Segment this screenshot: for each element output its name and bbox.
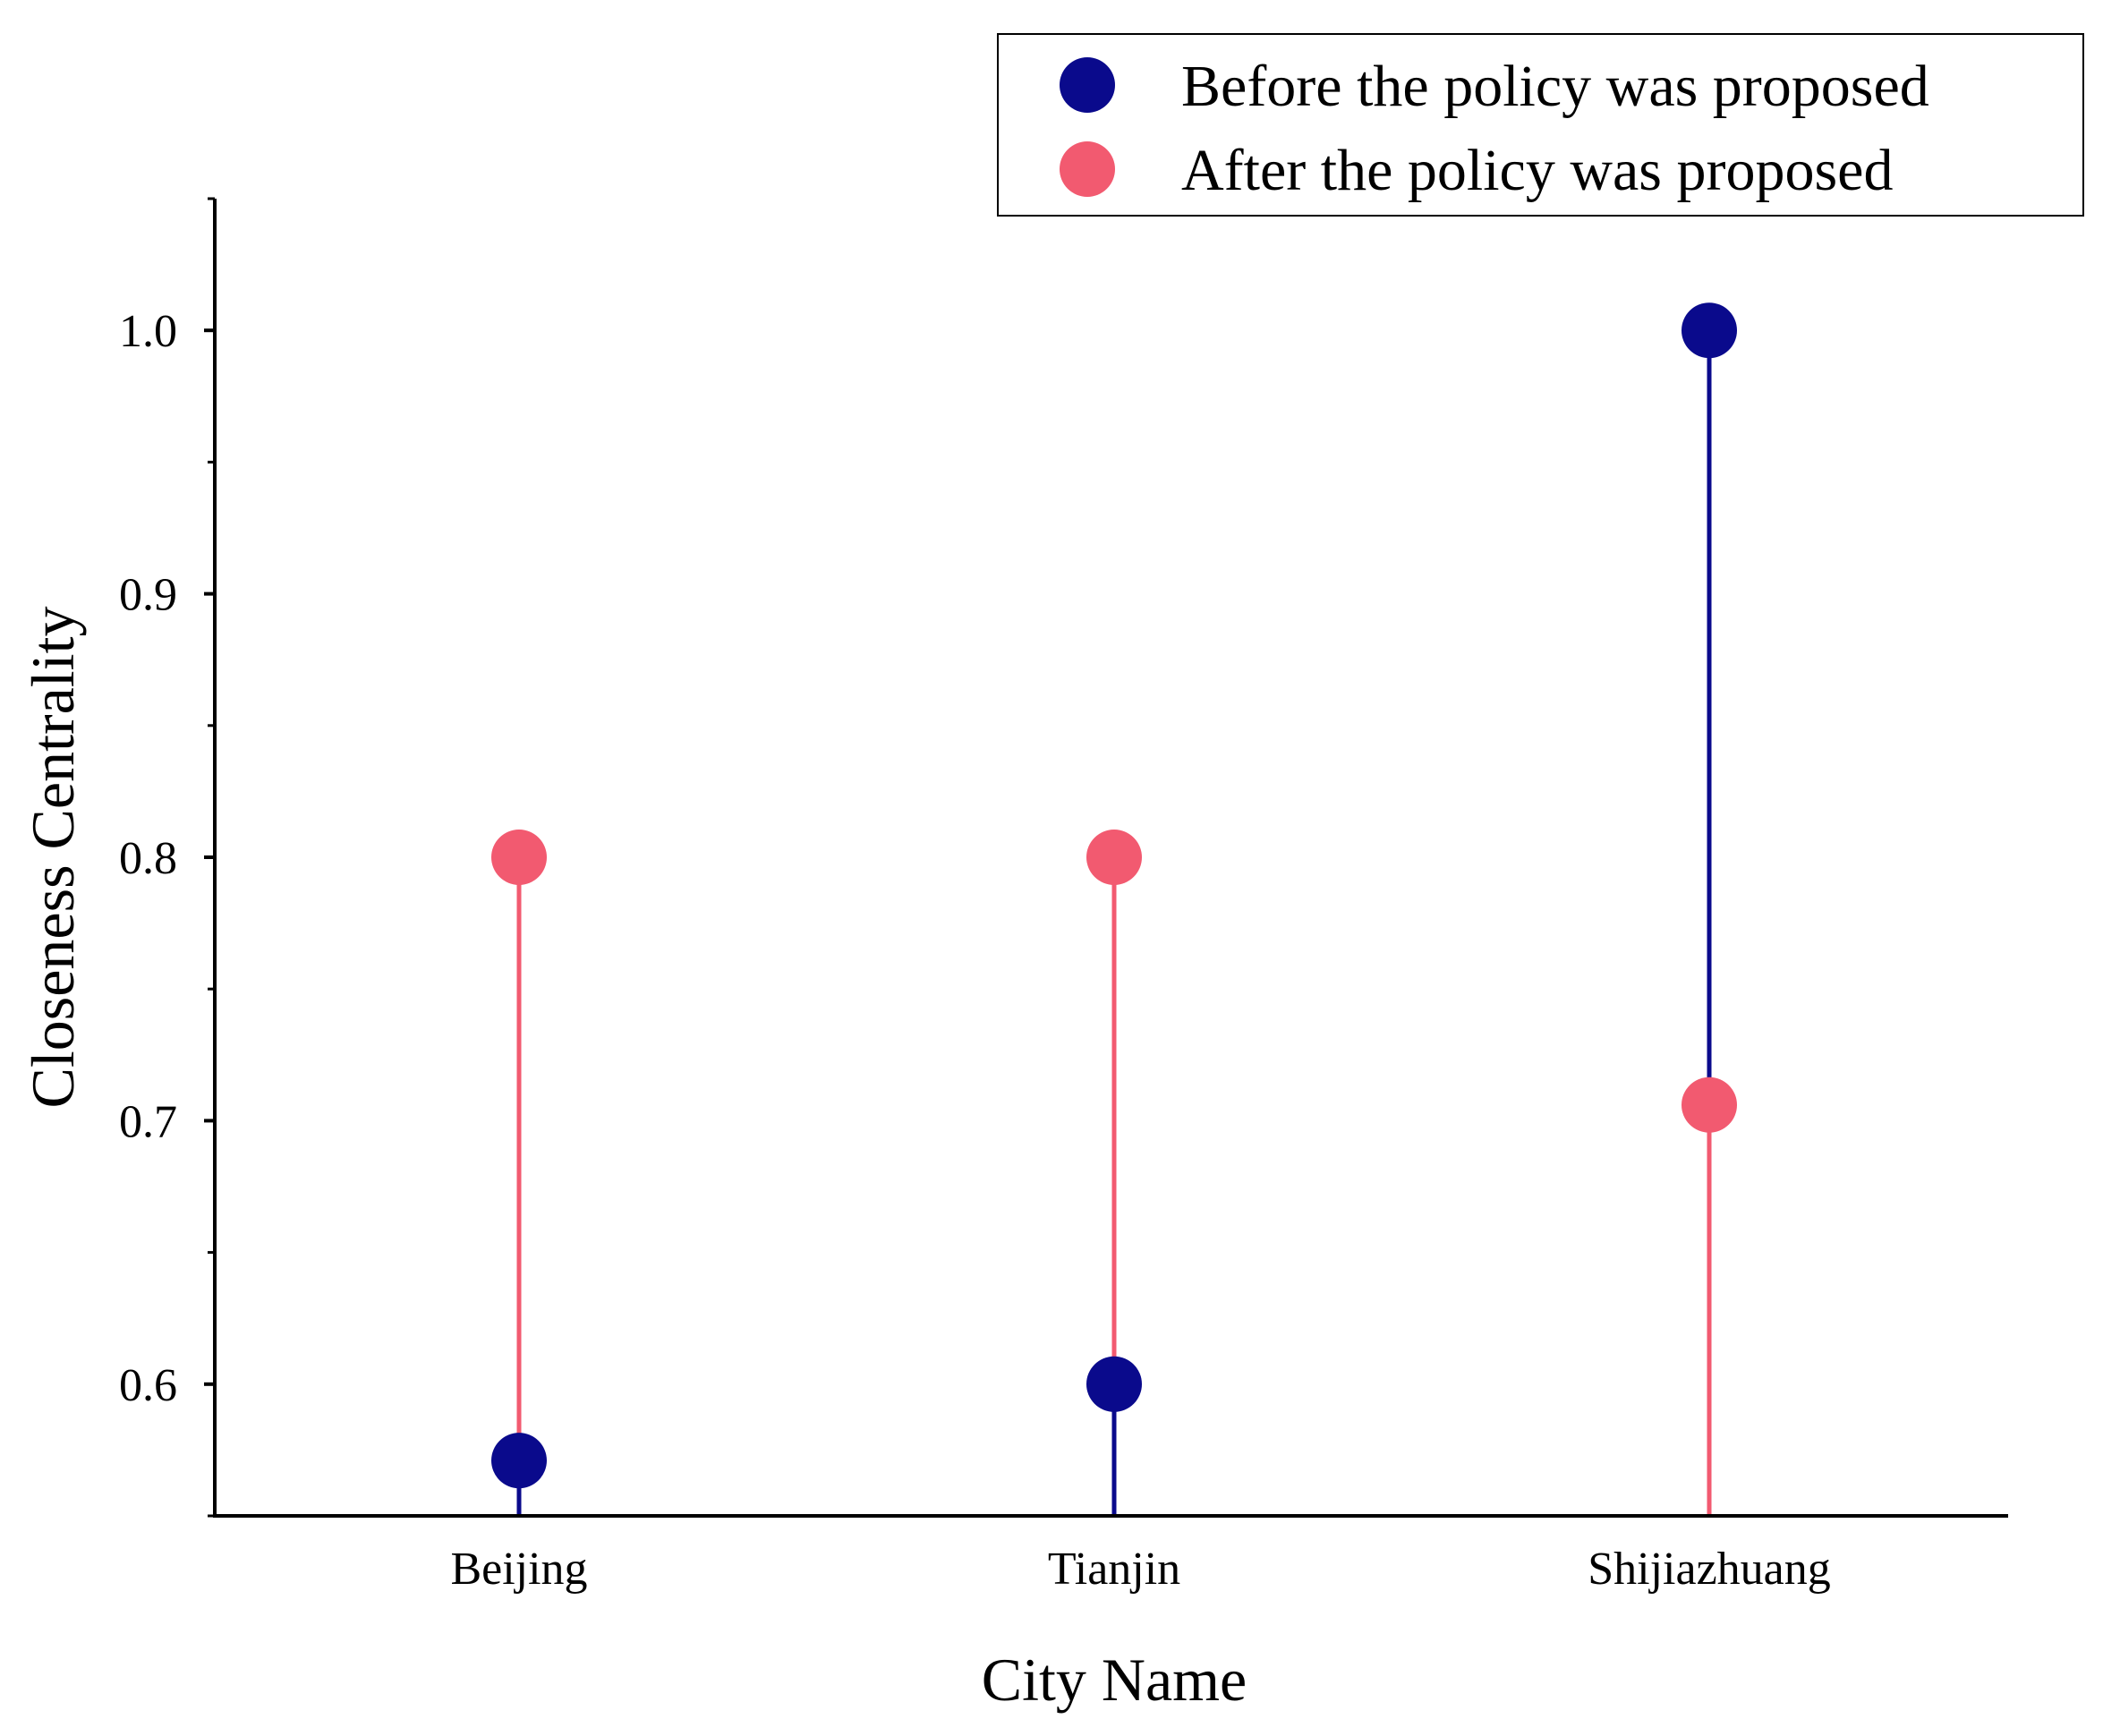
x-axis-title: City Name [982, 1646, 1247, 1714]
legend-marker [1060, 141, 1115, 197]
x-tick-label: Shijiazhuang [1588, 1544, 1831, 1595]
y-tick-label: 0.7 [119, 1096, 177, 1147]
legend-label: Before the policy was proposed [1181, 54, 1929, 119]
x-tick-labels: Beijing Tianjin Shijiazhuang [450, 1544, 1830, 1595]
points-layer [491, 302, 1737, 1489]
y-tick-label: 0.6 [119, 1360, 177, 1411]
data-point [1682, 1076, 1737, 1133]
data-point [1086, 1356, 1142, 1412]
stems-layer [516, 330, 1712, 1516]
legend-label: After the policy was proposed [1181, 138, 1893, 203]
legend-marker [1060, 57, 1115, 113]
data-point [491, 830, 547, 885]
x-tick-label: Beijing [450, 1544, 587, 1595]
y-tick-label: 0.8 [119, 833, 177, 884]
data-point [491, 1433, 547, 1489]
y-axis-title: Closeness Centrality [19, 607, 87, 1109]
y-tick-label: 0.9 [119, 570, 177, 621]
legend-box [997, 33, 2084, 217]
x-tick-label: Tianjin [1048, 1544, 1180, 1595]
data-point [1682, 302, 1737, 359]
y-ticks: 0.6 0.7 0.8 0.9 1.0 [119, 197, 215, 1518]
data-point [1086, 830, 1142, 885]
legend: Before the policy was proposed After the … [997, 33, 2084, 217]
y-tick-label: 1.0 [119, 306, 177, 357]
